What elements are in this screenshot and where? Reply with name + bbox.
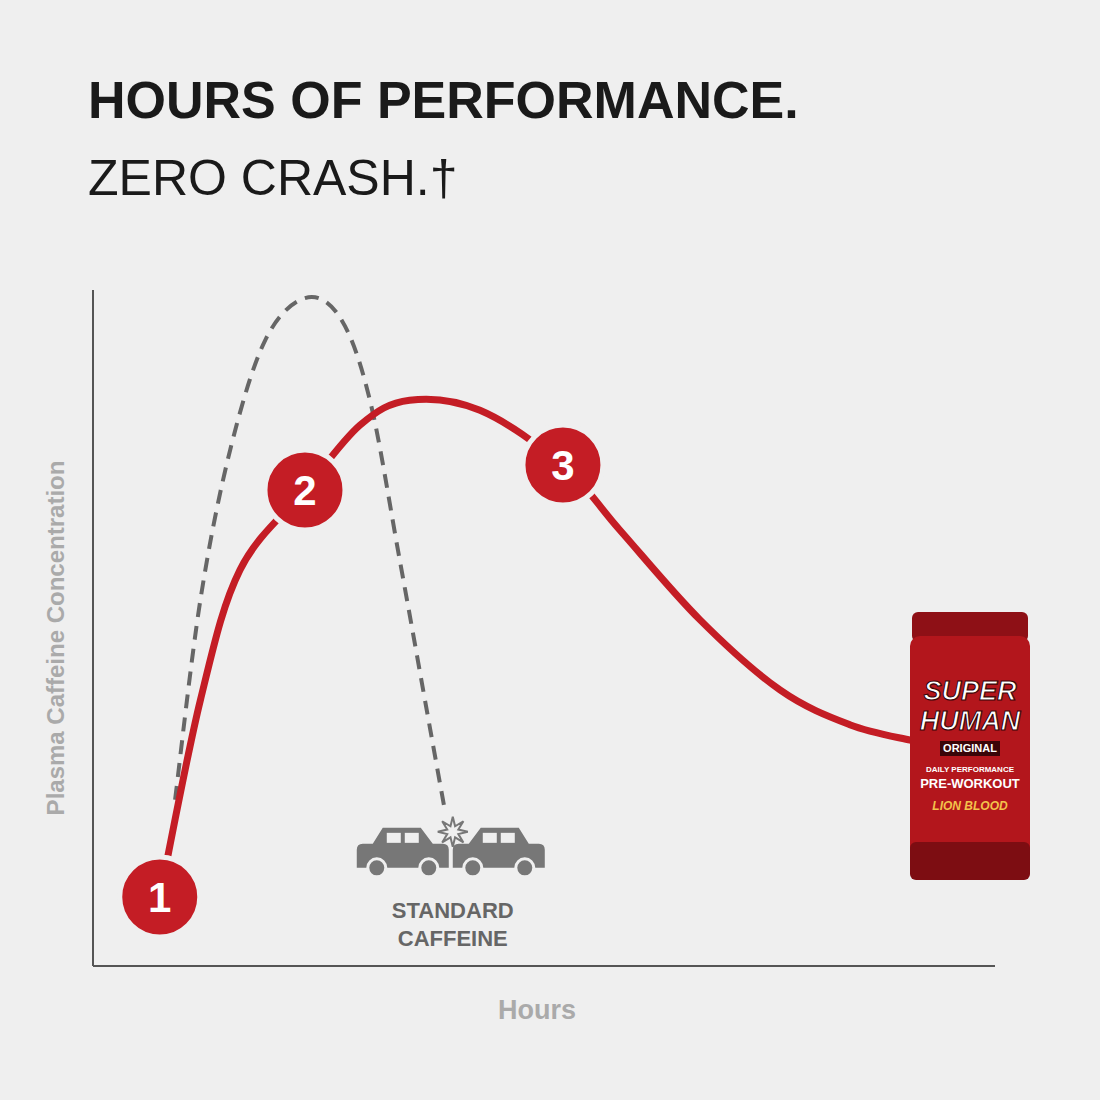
series-line	[175, 297, 445, 810]
plot-area	[160, 297, 910, 897]
jar-badge	[940, 741, 1000, 756]
product-label: LION BLOOD	[932, 799, 1008, 813]
car-wheel	[368, 859, 386, 877]
x-axis-title: Hours	[498, 995, 576, 1025]
series-line	[160, 399, 910, 897]
y-axis-title: Plasma Caffeine Concentration	[42, 461, 69, 816]
car-wheel	[420, 859, 438, 877]
x-axis	[93, 965, 995, 967]
jar-body	[910, 636, 1030, 880]
series-label: STANDARD CAFFEINE	[392, 898, 514, 951]
product-label: SUPER	[923, 676, 1017, 706]
subtitle: ZERO CRASH.†	[88, 150, 458, 206]
car-window	[483, 833, 497, 843]
jar-band	[910, 842, 1030, 880]
product-label: PRE-WORKOUT	[920, 776, 1020, 791]
car-window	[501, 833, 515, 843]
step-marker	[120, 857, 200, 937]
crash-icon	[357, 817, 545, 877]
crash-burst	[438, 817, 468, 847]
step-marker	[265, 450, 345, 530]
background	[0, 0, 1100, 1100]
step-marker	[523, 425, 603, 505]
car-window	[405, 833, 419, 843]
car-wheel	[516, 859, 534, 877]
step-number: 3	[551, 442, 574, 489]
product-label: ORIGINAL	[943, 742, 997, 754]
product-label: HUMAN	[920, 706, 1021, 736]
product-jar: SUPERHUMAN ORIGINAL DAILY PERFORMANCE PRE-W…	[910, 612, 1030, 880]
car-wheel	[464, 859, 482, 877]
product-label: DAILY PERFORMANCE	[926, 765, 1015, 774]
series-label-line: STANDARD	[392, 898, 514, 923]
title: HOURS OF PERFORMANCE.	[88, 71, 799, 129]
series-label-line: CAFFEINE	[398, 926, 508, 951]
car-window	[387, 833, 401, 843]
y-axis	[92, 290, 94, 966]
step-number: 1	[148, 874, 171, 921]
step-number: 2	[293, 467, 316, 514]
chart: HOURS OF PERFORMANCE. ZERO CRASH.† Plasma …	[0, 0, 1100, 1100]
